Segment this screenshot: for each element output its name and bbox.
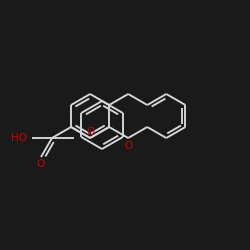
Text: O: O — [86, 127, 94, 137]
Text: O: O — [124, 141, 132, 151]
Text: HO: HO — [11, 133, 27, 143]
Text: O: O — [37, 159, 45, 169]
